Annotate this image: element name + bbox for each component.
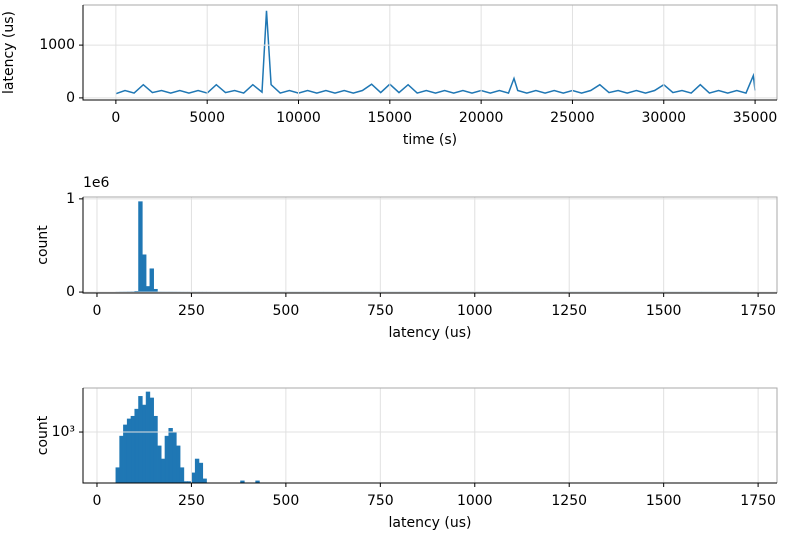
axes-frame-top-right: [83, 387, 778, 483]
hist-bar: [172, 431, 177, 483]
axes-frame-left-bottom: [82, 388, 777, 484]
x-tick-label: 500: [273, 493, 300, 509]
hist-bar: [160, 458, 166, 483]
axes-frame-left-bottom: [82, 5, 777, 101]
line-series: [115, 10, 756, 95]
hist-bar: [115, 467, 120, 483]
hist-bar: [134, 408, 139, 483]
hist-bar: [142, 404, 147, 483]
axes-frame-top-right: [83, 196, 778, 293]
x-tick-label: 30000: [641, 110, 686, 126]
hist-bar: [145, 391, 151, 483]
hist-bar: [240, 480, 245, 483]
y-tick-label: 0: [66, 284, 75, 300]
x-tick-label: 1500: [646, 303, 682, 319]
hist-bar: [123, 424, 128, 483]
x-tick-label: 15000: [368, 110, 413, 126]
axes-frame-left-bottom: [82, 197, 777, 294]
hist-bar: [149, 268, 154, 293]
hist-bar: [168, 428, 173, 483]
x-tick-label: 1000: [457, 493, 493, 509]
plot-area: [115, 10, 756, 95]
x-tick-label: 25000: [550, 110, 595, 126]
x-tick-label: 1750: [740, 303, 776, 319]
x-tick-label: 1250: [551, 303, 587, 319]
hist-bar: [130, 415, 136, 483]
hist-bar: [191, 472, 196, 483]
y-axis-label: count: [35, 415, 51, 455]
x-tick-label: 10000: [276, 110, 321, 126]
plot-area: [115, 201, 740, 293]
y-tick-label: 1000: [39, 37, 75, 53]
y-tick-label: 10³: [52, 424, 75, 440]
x-tick-label: 35000: [733, 110, 778, 126]
x-tick-label: 750: [367, 303, 394, 319]
y-offset-label: 1e6: [83, 175, 110, 191]
x-axis-label: latency (us): [389, 515, 472, 531]
axes-frame-top-right: [83, 4, 778, 100]
hist-bar: [153, 415, 158, 483]
y-axis-label: latency (us): [1, 11, 17, 94]
hist-bar: [198, 462, 204, 483]
hist-bar: [126, 418, 132, 483]
x-tick-label: 1500: [646, 493, 682, 509]
hist-bar: [176, 445, 181, 483]
x-axis-label: time (s): [403, 132, 457, 148]
x-tick-label: 20000: [459, 110, 504, 126]
hist-bar: [145, 286, 151, 293]
hist-bar: [179, 467, 185, 483]
x-tick-label: 0: [93, 493, 102, 509]
hist-bar: [138, 396, 143, 483]
plot-area: [115, 391, 260, 483]
hist-bar: [202, 478, 207, 483]
x-tick-label: 0: [111, 110, 120, 126]
x-tick-label: 0: [93, 303, 102, 319]
hist-bar: [255, 480, 260, 483]
x-tick-label: 1000: [457, 303, 493, 319]
hist-bar: [149, 397, 154, 483]
hist-bar: [194, 458, 200, 483]
hist-bar: [119, 435, 124, 483]
hist-bar: [164, 435, 170, 483]
hist-bar: [138, 201, 143, 293]
x-tick-label: 750: [367, 493, 394, 509]
x-axis-label: latency (us): [389, 325, 472, 341]
hist-bar: [157, 445, 162, 483]
y-tick-label: 0: [66, 90, 75, 106]
x-tick-label: 1750: [740, 493, 776, 509]
x-tick-label: 250: [178, 493, 205, 509]
x-tick-label: 5000: [189, 110, 225, 126]
y-axis-label: count: [35, 225, 51, 265]
x-tick-label: 1250: [551, 493, 587, 509]
x-tick-label: 250: [178, 303, 205, 319]
hist-bar: [142, 254, 147, 293]
y-tick-label: 1: [66, 191, 75, 207]
x-tick-label: 500: [273, 303, 300, 319]
